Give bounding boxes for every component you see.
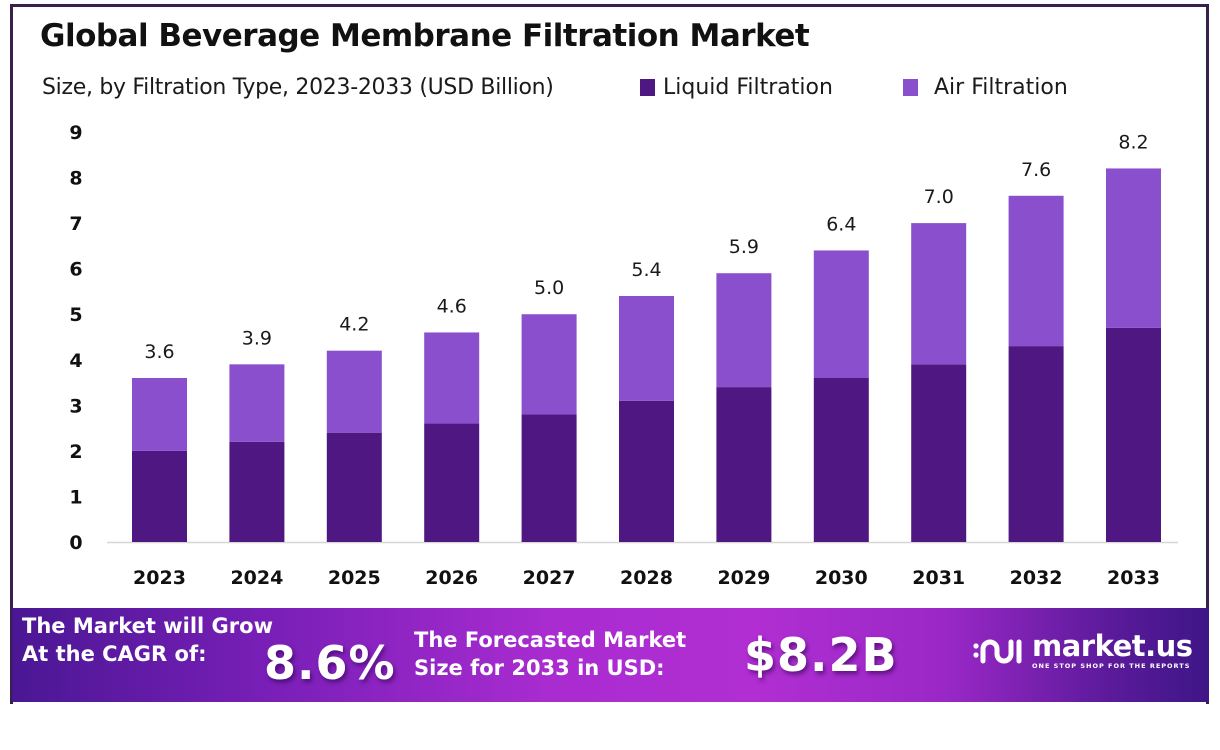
y-tick-label: 0: [69, 532, 82, 554]
legend-item-liquid-filtration: Liquid Filtration: [640, 75, 833, 100]
bar-liquid-filtration-2026: [424, 423, 480, 542]
y-tick-label: 2: [69, 441, 82, 463]
data-label-total-2024: 3.9: [242, 327, 272, 349]
y-tick-label: 6: [69, 259, 82, 281]
data-label-total-2029: 5.9: [729, 236, 759, 258]
data-label-total-2025: 4.2: [339, 314, 369, 336]
summary-banner: The Market will Grow At the CAGR of: 8.6…: [12, 608, 1209, 702]
data-label-total-2028: 5.4: [631, 259, 661, 281]
bar-liquid-filtration-2023: [132, 450, 187, 542]
y-tick-label: 4: [69, 350, 82, 372]
bar-air-filtration-2030: [813, 250, 869, 378]
x-tick-label: 2031: [912, 567, 965, 589]
bar-air-filtration-2031: [911, 223, 967, 365]
bar-liquid-filtration-2031: [911, 364, 967, 542]
logo-tagline: ONE STOP SHOP FOR THE REPORTS: [1032, 662, 1191, 670]
y-tick-label: 1: [69, 486, 82, 508]
bar-air-filtration-2033: [1106, 168, 1161, 328]
x-axis: 2023 2024 2025 2026 2027 2028 2029 2030 2031 2032…: [133, 567, 1160, 589]
bar-chart: 0 1 2 3 4 5 6 7 8 9 3.6 3.9 4.2 4.6 5.0 5.4 5.9 6.4 7.0 7.…: [69, 122, 1178, 589]
bar-air-filtration-2032: [1008, 195, 1064, 347]
bar-air-filtration-2028: [619, 296, 674, 401]
x-tick-label: 2029: [717, 567, 770, 589]
logo-name: market.us: [1032, 629, 1193, 663]
bar-air-filtration-2029: [716, 273, 772, 388]
data-label-total-2032: 7.6: [1021, 159, 1051, 181]
forecast-text-line2: Size for 2033 in USD:: [414, 656, 665, 680]
cagr-text-line2: At the CAGR of:: [22, 642, 207, 666]
bar-liquid-filtration-2030: [813, 378, 869, 542]
y-tick-label: 8: [69, 168, 82, 190]
y-tick-label: 9: [69, 122, 82, 144]
x-tick-label: 2026: [425, 567, 478, 589]
data-label-total-2031: 7.0: [924, 186, 954, 208]
data-label-total-2027: 5.0: [534, 277, 564, 299]
cagr-text-line1: The Market will Grow: [22, 614, 273, 638]
data-label-total-2026: 4.6: [437, 295, 467, 317]
bar-liquid-filtration-2028: [619, 400, 674, 542]
x-tick-label: 2032: [1010, 567, 1063, 589]
y-tick-label: 7: [69, 213, 82, 235]
cagr-value: 8.6%: [264, 636, 396, 690]
bar-air-filtration-2023: [132, 378, 187, 451]
forecast-text: The Forecasted Market Size for 2033 in U…: [414, 626, 686, 682]
data-label-total-2030: 6.4: [826, 213, 856, 235]
bar-liquid-filtration-2024: [229, 441, 285, 542]
x-tick-label: 2024: [230, 567, 283, 589]
bar-air-filtration-2026: [424, 332, 480, 424]
bar-air-filtration-2025: [326, 350, 382, 433]
y-tick-label: 5: [69, 304, 82, 326]
bar-air-filtration-2027: [521, 314, 577, 415]
bar-liquid-filtration-2025: [326, 432, 382, 542]
market-us-logo: market.us ONE STOP SHOP FOR THE REPORTS: [972, 632, 1193, 670]
bar-liquid-filtration-2033: [1106, 327, 1161, 542]
legend-label-air: Air Filtration: [934, 75, 1068, 100]
bars: 3.6 3.9 4.2 4.6 5.0 5.4 5.9 6.4 7.0 7.6 8.2: [132, 131, 1161, 542]
chart-subtitle: Size, by Filtration Type, 2023-2033 (USD…: [42, 75, 554, 100]
bar-liquid-filtration-2027: [521, 414, 577, 542]
chart-title: Global Beverage Membrane Filtration Mark…: [40, 18, 810, 54]
legend-swatch-liquid: [640, 79, 655, 96]
x-tick-label: 2033: [1107, 567, 1160, 589]
bar-air-filtration-2024: [229, 364, 285, 442]
y-axis: 0 1 2 3 4 5 6 7 8 9: [69, 122, 82, 554]
forecast-text-line1: The Forecasted Market: [414, 628, 687, 652]
legend-label-liquid: Liquid Filtration: [663, 75, 833, 100]
cagr-text: The Market will Grow At the CAGR of:: [22, 612, 273, 668]
x-tick-label: 2025: [328, 567, 381, 589]
market-us-logo-icon: [973, 639, 1022, 664]
data-label-total-2033: 8.2: [1118, 131, 1148, 153]
x-tick-label: 2028: [620, 567, 673, 589]
forecast-value: $8.2B: [744, 628, 898, 682]
legend-swatch-air: [903, 79, 918, 96]
bar-liquid-filtration-2029: [716, 387, 772, 542]
y-tick-label: 3: [69, 395, 82, 417]
legend-item-air-filtration: Air Filtration: [903, 75, 1068, 100]
x-tick-label: 2030: [815, 567, 868, 589]
data-label-total-2023: 3.6: [144, 341, 174, 363]
chart-frame: [10, 4, 1209, 704]
x-tick-label: 2027: [523, 567, 576, 589]
x-tick-label: 2023: [133, 567, 186, 589]
bar-liquid-filtration-2032: [1008, 346, 1064, 542]
